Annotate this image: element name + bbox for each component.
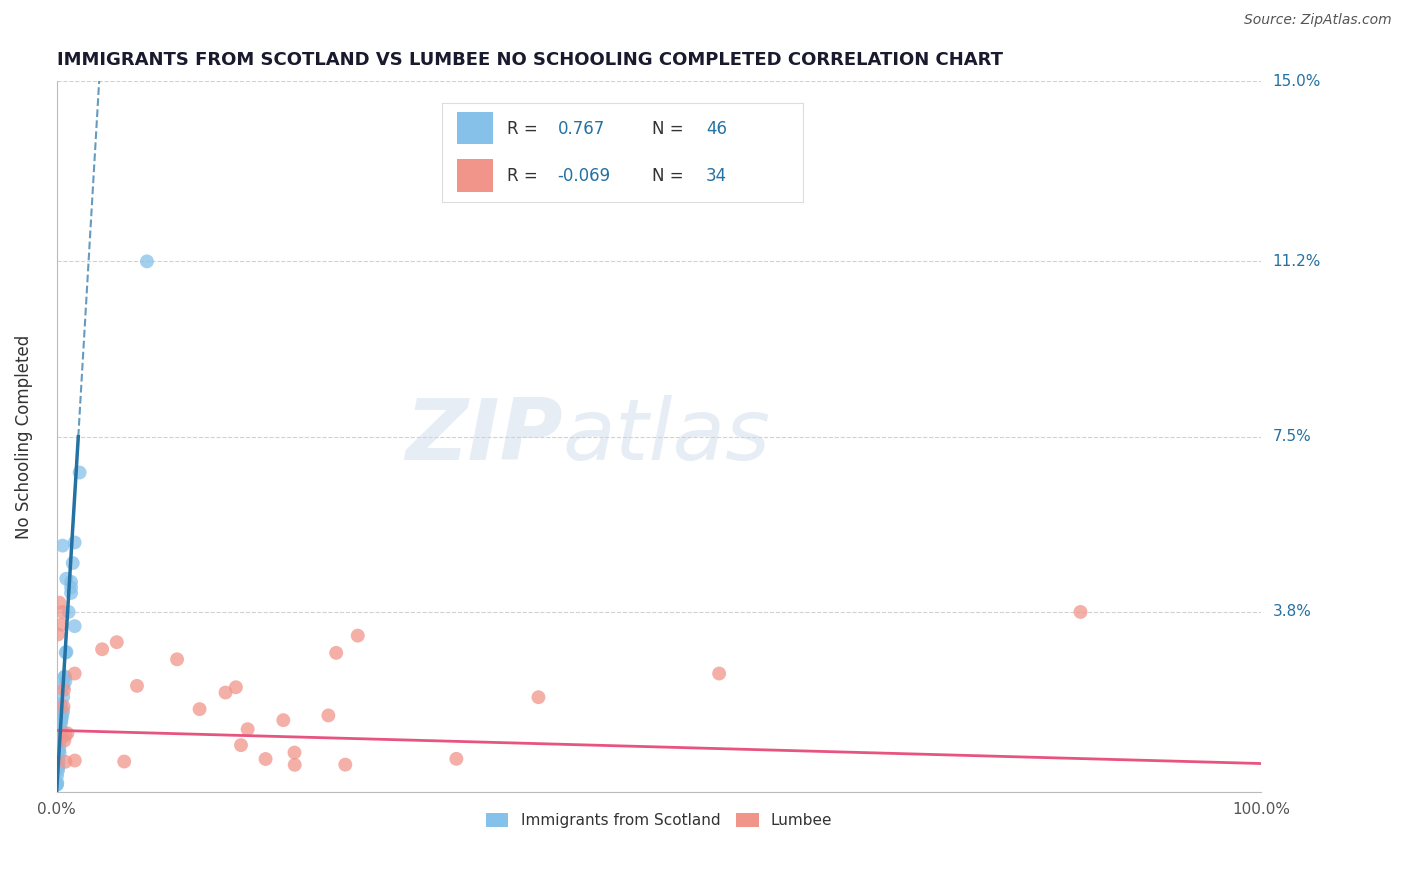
Point bbox=[51, 712, 73, 726]
Point bbox=[55, 646, 77, 660]
Point bbox=[112, 755, 135, 769]
Text: atlas: atlas bbox=[562, 395, 770, 478]
Text: 3.8%: 3.8% bbox=[1272, 605, 1312, 619]
Point bbox=[446, 752, 468, 766]
Point bbox=[63, 535, 86, 549]
Point bbox=[55, 673, 77, 688]
Point bbox=[254, 752, 277, 766]
Point bbox=[105, 635, 128, 649]
Point bbox=[1070, 605, 1092, 619]
Point bbox=[335, 757, 357, 772]
Point bbox=[52, 679, 75, 693]
Point bbox=[63, 754, 86, 768]
Point bbox=[48, 723, 70, 737]
Point bbox=[51, 709, 73, 723]
Point bbox=[51, 715, 73, 730]
Point bbox=[52, 699, 75, 714]
Point bbox=[55, 645, 77, 659]
Point bbox=[48, 596, 70, 610]
Text: Source: ZipAtlas.com: Source: ZipAtlas.com bbox=[1244, 13, 1392, 28]
Point bbox=[60, 586, 83, 600]
Point bbox=[51, 617, 73, 632]
Point bbox=[45, 778, 67, 792]
Point bbox=[236, 723, 259, 737]
Point bbox=[49, 713, 72, 727]
Point bbox=[46, 769, 69, 783]
Point bbox=[318, 708, 340, 723]
Point bbox=[49, 725, 72, 739]
Point bbox=[53, 682, 76, 697]
Point bbox=[166, 652, 188, 666]
Point bbox=[273, 713, 295, 727]
Point bbox=[48, 760, 70, 774]
Point bbox=[53, 670, 76, 684]
Point bbox=[63, 666, 86, 681]
Point bbox=[48, 755, 70, 769]
Point bbox=[49, 722, 72, 736]
Point bbox=[49, 733, 72, 747]
Point bbox=[48, 741, 70, 756]
Point bbox=[325, 646, 347, 660]
Legend: Immigrants from Scotland, Lumbee: Immigrants from Scotland, Lumbee bbox=[479, 806, 838, 834]
Point bbox=[48, 746, 70, 760]
Point bbox=[53, 669, 76, 683]
Point bbox=[48, 719, 70, 733]
Point bbox=[46, 760, 69, 774]
Point bbox=[283, 746, 305, 760]
Point bbox=[229, 738, 252, 752]
Point bbox=[60, 581, 83, 595]
Point bbox=[46, 744, 69, 758]
Point bbox=[52, 605, 75, 619]
Point bbox=[48, 744, 70, 758]
Point bbox=[284, 757, 307, 772]
Point bbox=[49, 713, 72, 727]
Point bbox=[52, 539, 75, 553]
Point bbox=[55, 755, 77, 769]
Point bbox=[46, 775, 69, 789]
Point bbox=[56, 726, 79, 740]
Point bbox=[63, 619, 86, 633]
Text: 15.0%: 15.0% bbox=[1272, 74, 1320, 89]
Text: 7.5%: 7.5% bbox=[1272, 429, 1310, 444]
Point bbox=[69, 466, 91, 480]
Point bbox=[53, 733, 76, 747]
Point bbox=[62, 556, 84, 570]
Point bbox=[52, 690, 75, 704]
Point bbox=[214, 685, 236, 699]
Point bbox=[58, 605, 80, 619]
Y-axis label: No Schooling Completed: No Schooling Completed bbox=[15, 334, 32, 539]
Point bbox=[52, 705, 75, 719]
Point bbox=[55, 572, 77, 586]
Point bbox=[188, 702, 211, 716]
Text: 11.2%: 11.2% bbox=[1272, 254, 1320, 268]
Point bbox=[346, 629, 368, 643]
Point bbox=[53, 728, 76, 742]
Point bbox=[60, 574, 83, 589]
Text: IMMIGRANTS FROM SCOTLAND VS LUMBEE NO SCHOOLING COMPLETED CORRELATION CHART: IMMIGRANTS FROM SCOTLAND VS LUMBEE NO SC… bbox=[56, 51, 1002, 69]
Point bbox=[46, 627, 69, 641]
Point bbox=[136, 254, 159, 268]
Text: ZIP: ZIP bbox=[405, 395, 562, 478]
Point bbox=[46, 751, 69, 765]
Point bbox=[49, 723, 72, 738]
Point bbox=[225, 680, 247, 694]
Point bbox=[125, 679, 148, 693]
Point bbox=[49, 724, 72, 739]
Point bbox=[527, 690, 550, 705]
Point bbox=[707, 666, 730, 681]
Point bbox=[46, 764, 69, 778]
Point bbox=[46, 777, 69, 791]
Point bbox=[91, 642, 114, 657]
Point bbox=[49, 698, 72, 712]
Point bbox=[46, 761, 69, 775]
